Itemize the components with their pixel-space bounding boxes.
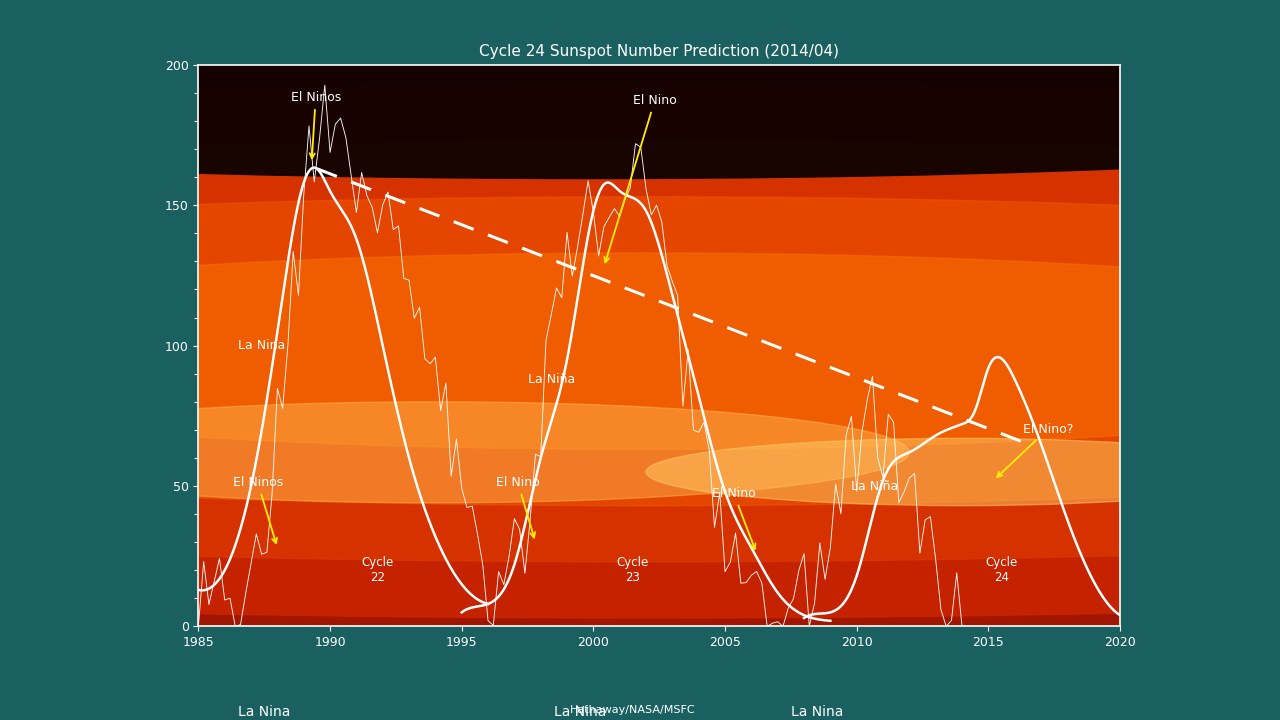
Circle shape xyxy=(0,84,1280,618)
Text: El Nino: El Nino xyxy=(712,487,755,549)
Text: Hathaway/NASA/MSFC: Hathaway/NASA/MSFC xyxy=(570,705,696,715)
Circle shape xyxy=(0,197,1280,505)
Text: Cycle
23: Cycle 23 xyxy=(617,557,649,584)
Circle shape xyxy=(0,402,909,503)
Text: La Nina: La Nina xyxy=(238,705,291,719)
Circle shape xyxy=(0,253,1280,449)
Text: El Ninos: El Ninos xyxy=(291,91,340,158)
Text: La Nina: La Nina xyxy=(554,705,607,719)
Text: La Niña: La Niña xyxy=(851,480,899,492)
Title: Cycle 24 Sunspot Number Prediction (2014/04): Cycle 24 Sunspot Number Prediction (2014… xyxy=(479,45,840,60)
Ellipse shape xyxy=(0,52,1280,179)
Text: Cycle
22: Cycle 22 xyxy=(361,557,393,584)
Text: La Nina: La Nina xyxy=(238,339,285,352)
Circle shape xyxy=(0,140,1280,562)
Text: El Ninos: El Ninos xyxy=(233,476,283,543)
Text: La Nina: La Nina xyxy=(791,705,844,719)
Circle shape xyxy=(646,438,1277,505)
Text: Cycle
24: Cycle 24 xyxy=(986,557,1018,584)
Text: La Niña: La Niña xyxy=(527,373,575,386)
Circle shape xyxy=(0,28,1280,674)
Text: El Nino?: El Nino? xyxy=(997,423,1073,477)
Text: El Nino: El Nino xyxy=(604,94,677,262)
Text: El Nino: El Nino xyxy=(495,476,540,538)
